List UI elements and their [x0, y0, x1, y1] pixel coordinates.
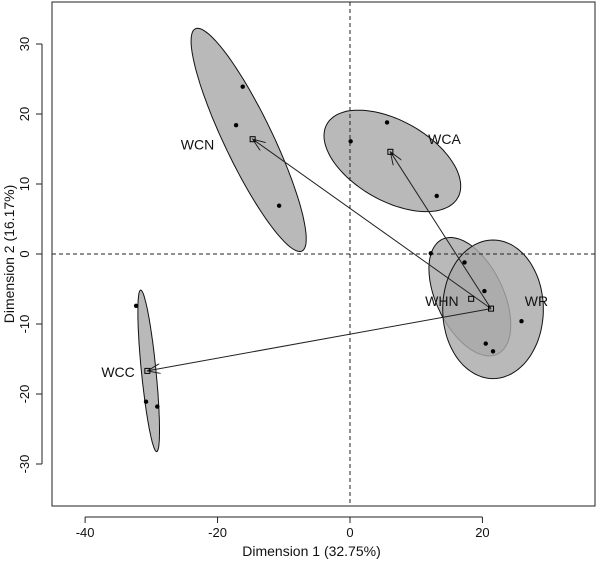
data-point-wca: [384, 120, 390, 125]
ellipse-wcn: [190, 27, 307, 253]
data-point-wcc: [155, 404, 160, 409]
centroid-wcc: [144, 367, 151, 374]
data-point-whn: [482, 288, 487, 294]
y-tick-label: -20: [17, 385, 32, 404]
data-point-wcn: [233, 123, 239, 128]
data-point-wcc: [143, 399, 149, 404]
centroid-whn: [468, 295, 475, 302]
y-tick-label: -10: [17, 315, 32, 334]
data-point-wcn: [276, 203, 282, 208]
data-point-whn: [462, 260, 467, 265]
plot-frame: [51, 1, 596, 507]
x-tick-label: -40: [76, 525, 95, 540]
group-label-wcn: WCN: [181, 137, 214, 153]
ellipse-wca: [323, 109, 462, 213]
arrow-3: [147, 308, 492, 371]
y-tick-label: -30: [17, 455, 32, 474]
centroid-wr: [488, 305, 495, 312]
data-point-wr: [519, 319, 524, 324]
data-point-whn: [483, 341, 488, 346]
x-tick-label: 0: [346, 525, 353, 540]
y-tick-label: 20: [17, 107, 32, 121]
y-axis-label: Dimension 2 (16.17%): [1, 185, 17, 324]
centroid-markers: [144, 136, 495, 374]
y-tick-label: 0: [17, 250, 32, 257]
group-labels: WCN WCA WHN WR WCC: [101, 131, 548, 380]
data-point-whn: [428, 251, 433, 256]
arrow-1: [253, 139, 492, 310]
group-label-wca: WCA: [428, 131, 461, 147]
data-point-wr: [490, 349, 496, 354]
confidence-ellipses: [137, 27, 544, 453]
y-tick-label: 30: [17, 37, 32, 51]
arrow-2: [390, 152, 492, 309]
data-point-wcc: [133, 303, 139, 308]
reference-lines: [52, 2, 595, 506]
centroid-wca: [387, 148, 394, 155]
x-axis-label: Dimension 1 (32.75%): [242, 543, 381, 559]
data-points: [133, 84, 524, 409]
y-tick-label: 10: [17, 177, 32, 191]
data-point-wca: [434, 193, 439, 199]
group-label-wr: WR: [525, 293, 548, 309]
group-label-wcc: WCC: [101, 364, 134, 380]
axes: -40 -20 0 20 -30 -20 -10 0 10 20 30: [17, 37, 490, 540]
group-label-whn: WHN: [425, 293, 458, 309]
data-point-wca: [348, 139, 353, 144]
x-tick-label: -20: [208, 525, 227, 540]
ellipse-wr: [442, 239, 544, 380]
centroid-wcn: [249, 136, 256, 143]
x-tick-label: 20: [475, 525, 489, 540]
centroid-arrows: [147, 139, 492, 371]
data-point-wcn: [240, 84, 245, 89]
